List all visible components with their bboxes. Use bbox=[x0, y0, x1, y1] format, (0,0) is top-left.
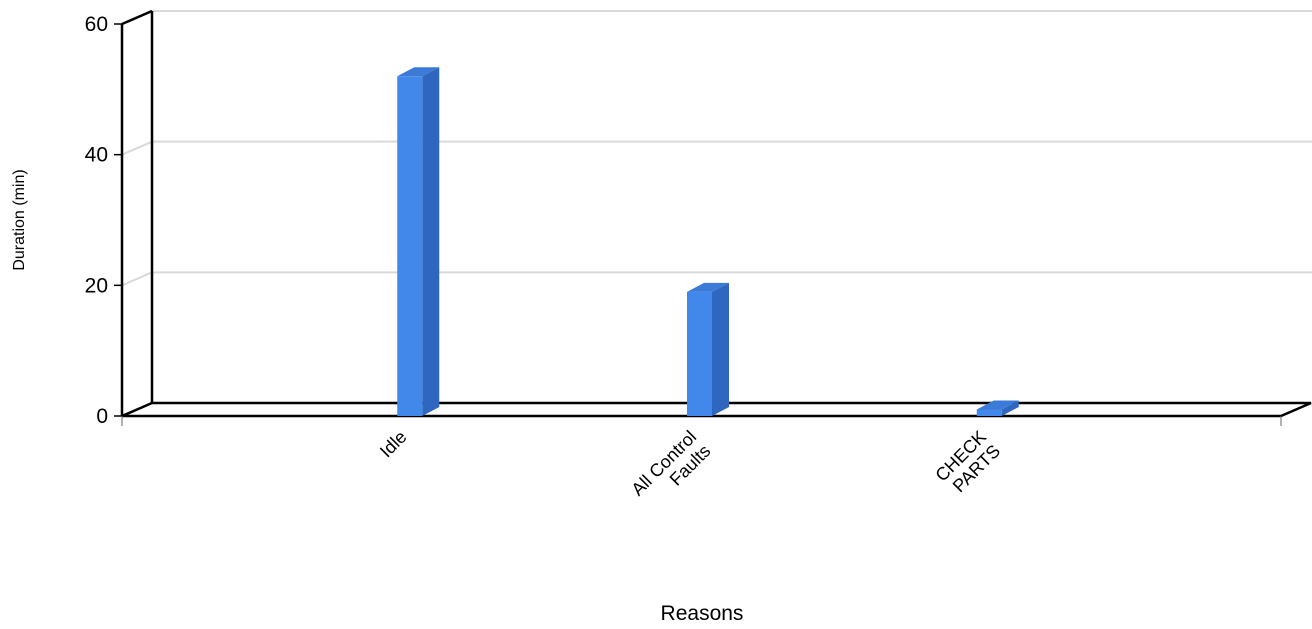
y-axis-title: Duration (min) bbox=[11, 169, 28, 270]
x-category-label: CHECKPARTS bbox=[931, 427, 1004, 500]
y-tick-label: 0 bbox=[96, 405, 108, 428]
x-category-label: Idle bbox=[376, 427, 411, 462]
x-category-labels: Idle All ControlFaults CHECKPARTS bbox=[121, 416, 1282, 514]
gridline-side bbox=[121, 271, 153, 287]
bar bbox=[976, 409, 1002, 416]
x-axis-title: Reasons bbox=[661, 602, 744, 625]
bar bbox=[687, 291, 712, 416]
bar-side bbox=[1001, 400, 1019, 416]
bar-side bbox=[712, 282, 729, 416]
x-category-label: All ControlFaults bbox=[627, 427, 714, 514]
y-tick-label: 40 bbox=[85, 144, 108, 167]
chart-axes bbox=[120, 9, 1312, 418]
bar bbox=[397, 76, 423, 417]
bar-side bbox=[422, 67, 440, 417]
bars bbox=[397, 67, 1019, 417]
y-axis-top-edge bbox=[121, 9, 153, 26]
gridlines bbox=[121, 10, 1312, 287]
x-axis-floor bbox=[121, 401, 1312, 418]
bar-top bbox=[687, 282, 729, 292]
bar-top bbox=[976, 400, 1019, 410]
gridline-side bbox=[121, 140, 153, 156]
y-tick-labels: 0 20 40 60 bbox=[85, 13, 122, 428]
y-tick-label: 20 bbox=[85, 274, 108, 297]
bar-top bbox=[397, 67, 440, 77]
y-tick-label: 60 bbox=[85, 13, 108, 36]
